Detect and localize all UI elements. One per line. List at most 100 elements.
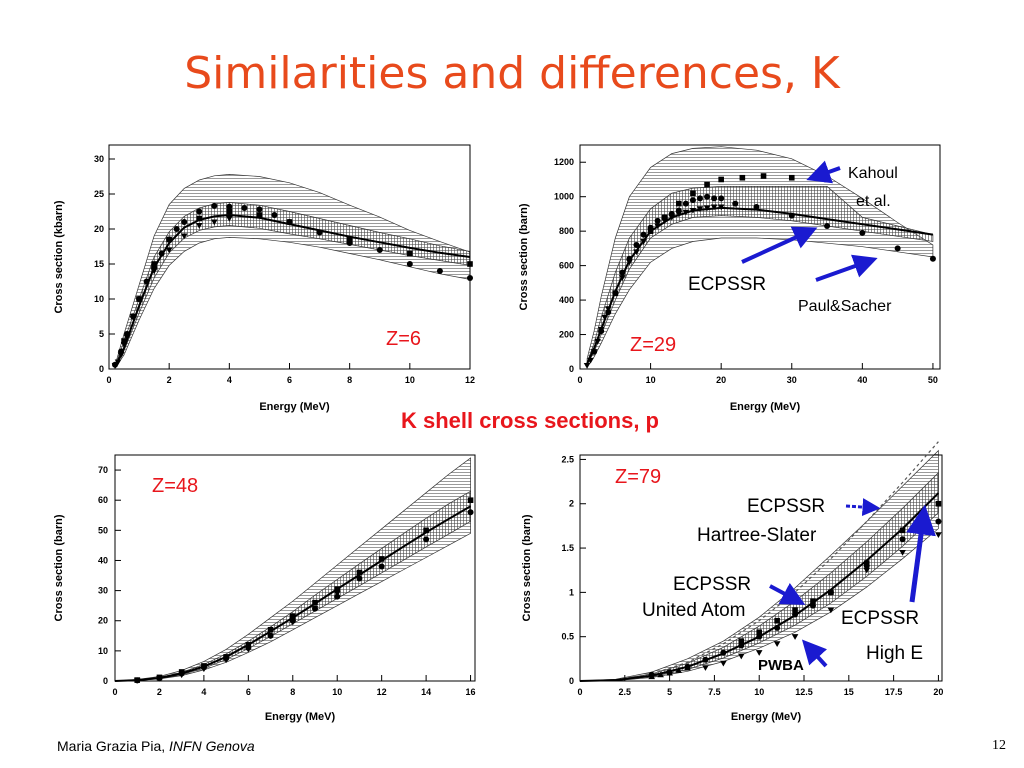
x-tick-label: 8	[290, 687, 295, 697]
point-triangle-down	[222, 657, 230, 664]
point-triangle-down	[587, 357, 594, 364]
point-square	[756, 629, 763, 636]
point-circle	[929, 255, 936, 262]
point-circle	[640, 231, 647, 238]
point-triangle-down	[165, 247, 173, 254]
y-tick-label: 10	[98, 646, 108, 656]
point-circle	[467, 509, 474, 516]
point-circle	[143, 278, 150, 285]
plot-frame	[114, 454, 476, 682]
point-square	[467, 261, 473, 267]
annotation-pwba: PWBA	[758, 657, 804, 674]
point-triangle-up	[666, 669, 673, 676]
point-triangle-down	[111, 363, 119, 369]
annotation-ecpssr: ECPSSR	[688, 274, 766, 295]
y-tick-label: 0.5	[561, 632, 574, 642]
panel-z48: 0 2 4 6 8 10 12 14 16 0 10 20 30 40 50 60 70 Energy (MeV)…	[53, 454, 476, 723]
point-triangle-down	[150, 268, 158, 275]
point-circle	[720, 649, 727, 656]
curve-dashed	[579, 441, 939, 682]
x-tick-label: 14	[421, 687, 431, 697]
point-triangle-down	[720, 660, 727, 667]
point-triangle-down	[611, 290, 619, 297]
point-square	[178, 669, 185, 675]
point-circle	[702, 656, 709, 663]
y-tick-label: 5	[99, 329, 104, 339]
point-square	[792, 607, 798, 613]
x-tick-label: 17.5	[885, 687, 903, 697]
panel-z6: 0 2 4 6 8 10 12 0 5 10 15 20 25 30 Energy (MeV) Cross s…	[53, 144, 475, 413]
point-triangle-down	[773, 641, 781, 647]
point-triangle-down	[661, 218, 669, 225]
arrow-pwba-icon	[801, 639, 828, 668]
point-circle	[792, 611, 799, 618]
annotation-paul-sacher: Paul&Sacher	[798, 298, 892, 315]
author-institution: INFN Genova	[169, 738, 255, 754]
point-circle	[356, 575, 363, 582]
point-triangle-down	[200, 666, 208, 673]
point-circle	[271, 212, 278, 218]
figure-caption: K shell cross sections, p	[401, 408, 659, 433]
plot-frame	[579, 144, 941, 370]
point-triangle-down	[675, 211, 683, 218]
y-tick-label: 800	[559, 226, 574, 236]
point-circle	[173, 226, 180, 232]
point-square	[863, 560, 870, 566]
x-tick-label: 10	[332, 687, 342, 697]
point-triangle-down	[178, 672, 185, 679]
point-circle	[689, 197, 696, 204]
point-triangle-up	[675, 667, 682, 673]
x-tick-label: 6	[287, 375, 292, 385]
point-square	[346, 236, 353, 243]
point-square	[289, 613, 296, 620]
x-tick-label: 10	[754, 687, 764, 697]
point-triangle-down	[311, 606, 319, 612]
y-tick-label: 70	[98, 465, 108, 475]
y-tick-label: 40	[98, 555, 108, 565]
x-tick-label: 50	[928, 375, 938, 385]
point-square	[166, 236, 172, 243]
point-square	[760, 173, 767, 179]
point-triangle-down	[210, 219, 218, 226]
point-triangle-down	[647, 228, 654, 235]
point-triangle-down	[594, 338, 601, 345]
y-axis-label: Cross section (barn)	[53, 514, 65, 621]
y-axis-label: Cross section (barn)	[521, 514, 533, 621]
point-circle	[899, 536, 906, 543]
point-triangle-down	[640, 238, 647, 245]
x-tick-label: 15	[844, 687, 854, 697]
point-triangle-down	[668, 214, 676, 221]
point-triangle-down	[120, 342, 128, 348]
y-tick-label: 0	[569, 676, 574, 686]
x-tick-label: 10	[646, 375, 656, 385]
point-triangle-down	[114, 359, 122, 366]
x-tick-label: 6	[246, 687, 251, 697]
point-triangle-down	[755, 650, 763, 656]
point-triangle-down	[935, 532, 942, 538]
page-number: 12	[992, 738, 1006, 753]
y-tick-label: 600	[559, 261, 574, 271]
point-circle	[732, 200, 739, 207]
y-tick-label: 1.5	[561, 543, 574, 553]
band-inner	[586, 186, 934, 365]
point-circle	[859, 229, 866, 236]
y-tick-label: 60	[98, 495, 108, 505]
x-tick-label: 20	[716, 375, 726, 385]
point-triangle-up	[648, 673, 655, 680]
point-square	[226, 208, 233, 215]
point-circle	[774, 624, 781, 631]
x-tick-label: 0	[112, 687, 117, 697]
point-square	[196, 215, 203, 222]
point-square	[690, 190, 696, 197]
point-circle	[718, 195, 725, 202]
annotation-hartree-line1: ECPSSR	[747, 496, 825, 517]
y-tick-label: 2.5	[561, 454, 574, 464]
point-circle	[226, 203, 233, 210]
point-circle	[809, 602, 816, 609]
point-triangle-down	[791, 634, 799, 640]
footer-author: Maria Grazia Pia, INFN Genova	[57, 738, 255, 754]
point-square	[810, 598, 816, 605]
point-square	[151, 261, 157, 267]
point-triangle-down	[633, 249, 640, 256]
arrow-paul-sacher-icon	[815, 254, 878, 282]
